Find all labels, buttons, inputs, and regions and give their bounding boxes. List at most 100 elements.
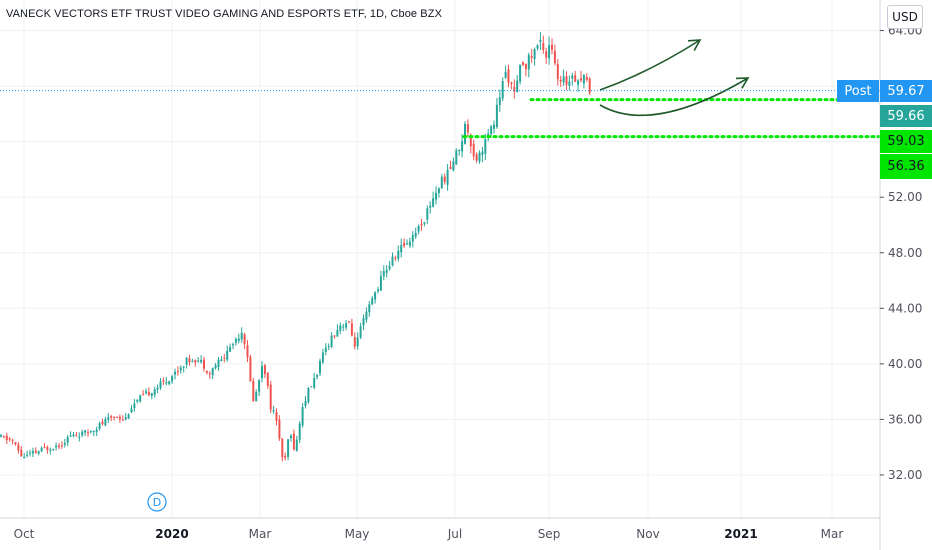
candle-body	[191, 360, 194, 362]
candle-body	[522, 62, 524, 65]
candle-body	[292, 433, 295, 450]
candle-body	[165, 382, 168, 384]
candle-body	[127, 414, 130, 419]
candle-body	[49, 449, 52, 451]
candle-body	[168, 381, 171, 385]
candle-body	[52, 449, 55, 451]
candle-body	[136, 399, 139, 402]
candle-body	[34, 450, 37, 453]
candle-body	[118, 416, 121, 420]
candle-body	[527, 55, 530, 70]
candle-body	[348, 321, 350, 323]
x-tick-label: 2020	[155, 527, 188, 541]
x-tick-label: Mar	[821, 527, 844, 541]
candle-body	[385, 269, 388, 273]
candle-body	[156, 387, 159, 390]
candle-body	[214, 365, 217, 369]
candle-body	[263, 365, 266, 375]
candle-body	[307, 388, 310, 403]
candle-body	[26, 454, 29, 456]
candle-body	[449, 166, 452, 170]
candle-body	[371, 298, 374, 305]
candle-body	[43, 447, 46, 449]
candle-body	[484, 139, 487, 154]
candle-body	[551, 44, 553, 50]
candle-body	[510, 82, 513, 84]
candle-body	[504, 71, 507, 78]
candlestick-series	[0, 32, 591, 462]
candle-body	[495, 104, 498, 128]
time-axis[interactable]: Oct 2020 Mar May Jul Sep Nov 2021 Mar	[14, 527, 844, 541]
candle-body	[403, 243, 406, 247]
candle-body	[147, 392, 150, 396]
candle-body	[377, 289, 379, 292]
candle-body	[237, 338, 240, 342]
candle-body	[464, 123, 466, 144]
event-marker-dividend[interactable]: D	[147, 492, 167, 512]
candle-body	[513, 86, 516, 92]
candle-body	[327, 346, 330, 348]
candle-body	[252, 380, 255, 402]
y-tick-label: 48.00	[888, 246, 922, 260]
candle-body	[150, 393, 153, 396]
candle-body	[81, 431, 84, 436]
candle-body	[577, 80, 580, 85]
candle-body	[435, 192, 437, 200]
candle-body	[368, 304, 371, 313]
candle-body	[432, 198, 435, 207]
candle-body	[89, 431, 92, 433]
candle-body	[374, 292, 377, 300]
y-tick-label: 44.00	[888, 301, 922, 315]
candle-body	[14, 442, 17, 445]
candle-body	[295, 439, 298, 451]
candle-body	[420, 223, 423, 226]
annotation-arrow[interactable]	[599, 39, 701, 91]
candle-body	[333, 335, 336, 337]
candle-body	[408, 241, 411, 246]
candle-body	[2, 436, 5, 438]
candle-body	[423, 222, 426, 224]
candle-body	[66, 437, 69, 443]
candle-body	[339, 325, 342, 331]
candle-body	[75, 435, 78, 437]
annotation-arrowhead	[687, 39, 702, 51]
candle-body	[391, 256, 394, 266]
candle-body	[548, 45, 551, 59]
candle-body	[55, 445, 58, 448]
candle-body	[443, 176, 446, 183]
candle-body	[466, 124, 469, 133]
candle-body	[359, 326, 362, 338]
candle-body	[353, 337, 356, 347]
y-tick-label: 36.00	[888, 412, 922, 426]
level-price-tag-2: 56.36	[880, 154, 932, 179]
candle-body	[162, 380, 165, 382]
candle-body	[545, 51, 548, 58]
candle-body	[414, 232, 417, 237]
candle-body	[139, 395, 142, 402]
candle-body	[40, 447, 43, 452]
candle-body	[220, 359, 223, 362]
candle-body	[176, 371, 179, 373]
candle-body	[519, 65, 522, 82]
candle-body	[481, 151, 484, 155]
candle-body	[319, 360, 321, 374]
y-tick-label: 52.00	[888, 190, 922, 204]
candle-body	[478, 152, 481, 162]
support-lines	[462, 98, 882, 139]
currency-button[interactable]: USD	[887, 5, 923, 29]
candle-body	[446, 169, 449, 185]
candle-body	[458, 149, 461, 152]
candle-body	[536, 45, 539, 49]
candle-body	[469, 135, 472, 147]
candle-body	[556, 64, 559, 80]
candle-body	[440, 176, 443, 189]
candle-body	[58, 445, 60, 448]
candle-body	[174, 371, 176, 375]
candle-body	[524, 63, 527, 70]
candle-body	[179, 367, 182, 371]
annotation-arrow[interactable]	[599, 77, 749, 117]
candle-body	[310, 386, 313, 388]
candle-body	[461, 141, 464, 152]
candle-body	[281, 438, 284, 458]
